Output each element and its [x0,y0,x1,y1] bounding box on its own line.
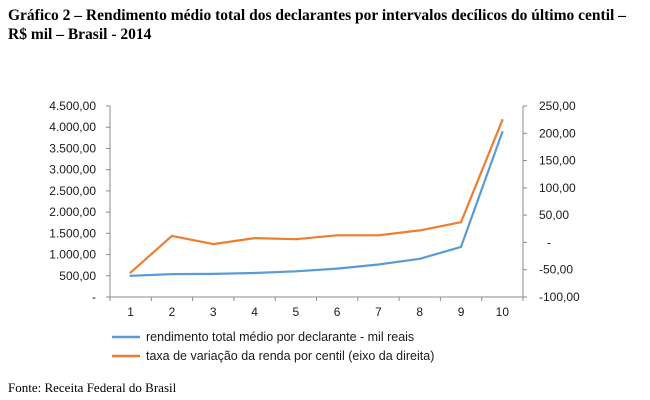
left-axis-tick-label: 2.000,00 [49,205,96,219]
data-point [459,245,463,249]
axes [106,105,527,301]
left-axis-tick-label: 3.000,00 [49,163,96,177]
x-axis-tick-label: 3 [210,305,217,319]
x-axis-tick-label: 6 [334,305,341,319]
right-axis-tick-label: -100,00 [539,290,580,304]
left-axis-tick-label: 4.500,00 [49,99,96,113]
data-point [129,271,132,274]
x-axis-tick-label: 7 [375,305,382,319]
x-axis-tick-label: 9 [458,305,465,319]
data-point [129,274,132,277]
data-point [294,238,297,241]
left-axis-tick-label: - [92,290,96,304]
data-point [418,229,421,232]
data-point [459,221,463,224]
right-axis-tick-label: 200,00 [539,126,576,140]
right-axis-tick-label: 100,00 [539,181,576,195]
data-point [336,267,339,270]
left-axis-tick-label: 4.000,00 [49,120,96,134]
data-point [253,236,256,240]
left-axis-tick-label: 500,00 [59,269,96,283]
x-axis-tick-label: 2 [169,305,176,319]
data-point [212,242,215,246]
left-axis-tick-label: 1.000,00 [49,248,96,262]
data-point [501,119,504,122]
series-lines [129,119,504,277]
series-line-1 [129,131,504,277]
data-point [294,270,297,273]
series-line-2 [129,119,504,274]
x-axis-tick-label: 5 [293,305,300,319]
data-point [377,234,380,237]
legend-label: taxa de variação da renda por centil (ei… [146,349,434,363]
x-axis-tick-labels: 1 2 3 4 5 6 7 8 9 10 [127,305,509,319]
left-axis-tick-label: 1.500,00 [49,226,96,240]
data-point [336,234,339,237]
source-note: Fonte: Receita Federal do Brasil [8,380,177,395]
data-point [170,234,174,237]
legend-label: rendimento total médio por declarante - … [146,330,414,344]
data-point [377,263,380,266]
x-axis-tick-label: 10 [496,305,510,319]
left-axis-tick-label: 3.500,00 [49,141,96,155]
right-axis-tick-label: 50,00 [539,208,569,222]
x-axis-tick-label: 8 [416,305,423,319]
data-point [253,271,256,275]
right-axis-tick-label: 250,00 [539,99,576,113]
legend: rendimento total médio por declarante - … [112,330,434,363]
right-axis-tick-label: - [547,235,551,249]
left-axis-tick-labels: - 500,00 1.000,00 1.500,00 2.000,00 2.500,00 3… [49,99,96,304]
right-axis-tick-labels: -100,00-50,00-50,00100,00150,00200,00250… [539,99,580,304]
x-axis-tick-label: 4 [251,305,258,319]
chart-title: Gráfico 2 – Rendimento médio total dos d… [8,7,626,43]
left-axis-tick-label: 2.500,00 [49,184,96,198]
data-point [212,272,215,275]
right-axis-tick-label: 150,00 [539,154,576,168]
data-point [418,257,421,260]
x-axis-tick-label: 1 [127,305,134,319]
data-point [501,131,504,134]
right-axis-tick-label: -50,00 [539,263,573,277]
data-point [170,272,174,276]
